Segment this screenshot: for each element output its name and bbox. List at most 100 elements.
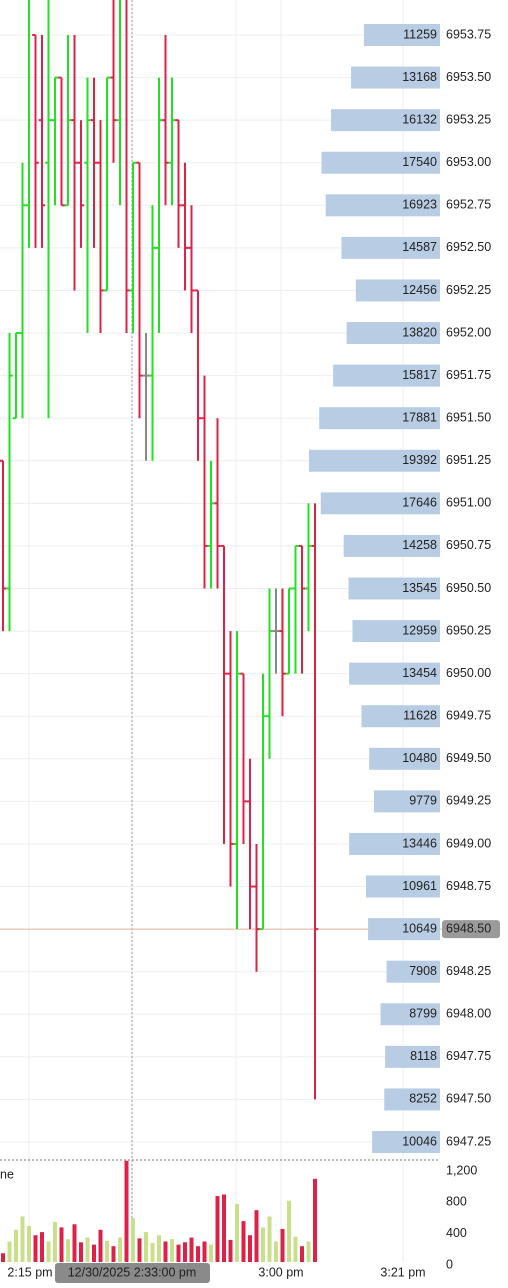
profile-bar: [380, 1003, 440, 1026]
price-tick-label: 6951.00: [446, 496, 491, 510]
price-tick-label: 6949.00: [446, 836, 491, 850]
price-tick-label: 6953.00: [446, 155, 491, 169]
price-tick-label: 6950.00: [446, 666, 491, 680]
volume-bar: [176, 1244, 181, 1265]
profile-bar: [325, 194, 440, 217]
profile-value: 8799: [409, 1007, 437, 1021]
volume-bar: [1, 1253, 5, 1265]
volume-bar: [85, 1237, 90, 1265]
profile-bar: [321, 151, 440, 174]
volume-bar: [7, 1241, 12, 1265]
profile-bar: [385, 1045, 440, 1068]
price-tick-label: 6948.00: [446, 1007, 491, 1021]
profile-bar: [368, 918, 440, 941]
profile-bar: [341, 236, 440, 259]
profile-value: 7908: [409, 964, 437, 978]
volume-pane-label: ne: [0, 1167, 14, 1181]
profile-bar: [352, 620, 440, 643]
price-tick-label: 6951.25: [446, 453, 491, 467]
profile-bar: [372, 1131, 440, 1153]
profile-bar: [365, 875, 440, 898]
profile-value: 14587: [402, 240, 437, 254]
volume-bar: [287, 1200, 291, 1265]
volume-bar: [183, 1242, 187, 1265]
volume-bar: [267, 1216, 272, 1265]
price-tick-label: 6951.75: [446, 368, 491, 382]
price-tick-label: 6953.25: [446, 112, 491, 126]
volume-bar: [72, 1224, 77, 1265]
volume-bar: [14, 1229, 18, 1265]
volume-bar: [131, 1218, 135, 1265]
volume-bar: [248, 1235, 252, 1265]
profile-value: 16923: [402, 198, 437, 212]
profile-bar: [348, 577, 440, 600]
price-tick-label: 6948.25: [446, 964, 491, 978]
price-tick-label: 6950.75: [446, 538, 491, 552]
volume-bar: [235, 1203, 239, 1265]
volume-bar: [280, 1228, 285, 1265]
volume-pane: [1, 1160, 317, 1265]
current-price-box: [442, 920, 500, 939]
volume-bar: [163, 1241, 168, 1265]
axis: 6953.75 6953.50 6953.25 6953.00 6952.75 6952.…: [0, 27, 500, 1288]
volume-bar: [150, 1243, 155, 1265]
price-tick-label: 6952.00: [446, 325, 491, 339]
volume-bar: [261, 1227, 265, 1265]
volume-bar: [137, 1238, 142, 1265]
profile-bar: [349, 662, 440, 685]
volume-bar: [111, 1246, 116, 1265]
price-tick-label: 6953.75: [446, 27, 491, 41]
volume-bar: [59, 1227, 64, 1265]
volume-bar: [118, 1237, 122, 1265]
profile-value: 17540: [402, 155, 437, 169]
profile-bar: [331, 109, 440, 132]
volume-bar: [241, 1221, 246, 1265]
volume-bar: [196, 1246, 200, 1265]
volume-bar: [79, 1242, 83, 1265]
time-tick-label: 3:21 pm: [380, 1265, 425, 1279]
profile-value: 10480: [402, 751, 437, 765]
price-tick-label: 6949.75: [446, 709, 491, 723]
volume-tick-label: 800: [446, 1195, 467, 1209]
profile-value: 11628: [403, 709, 437, 723]
volume-bar: [124, 1160, 129, 1265]
profile-bar: [386, 960, 440, 983]
time-tick-label: 2:15 pm: [7, 1265, 52, 1279]
profile-value: 11259: [403, 27, 437, 41]
volume-bar: [144, 1232, 148, 1265]
profile-value: 13545: [402, 581, 437, 595]
profile-bar: [319, 407, 440, 430]
price-tick-label: 6948.75: [446, 879, 491, 893]
profile-value: 14258: [402, 538, 437, 552]
crosshair-time-label: 12/30/2025 2:33:00 pm: [68, 1265, 197, 1279]
current-price-label: 6948.50: [446, 921, 491, 935]
volume-bar: [40, 1232, 44, 1265]
volume-bar: [27, 1225, 31, 1265]
profile-bar: [309, 449, 440, 472]
volume-tick-label: 1,200: [446, 1163, 477, 1177]
volume-bar: [157, 1235, 161, 1265]
volume-bar: [300, 1246, 304, 1265]
profile-bar: [361, 705, 440, 728]
profile-bar: [363, 24, 440, 46]
volume-bar: [189, 1237, 194, 1265]
profile-value: 10046: [402, 1134, 437, 1148]
price-tick-label: 6952.50: [446, 240, 491, 254]
volume-bar: [228, 1239, 233, 1265]
volume-bar: [53, 1221, 57, 1265]
profile-value: 8118: [410, 1049, 437, 1063]
price-tick-label: 6953.50: [446, 70, 491, 84]
profile-bar: [384, 1088, 440, 1111]
volume-bar: [306, 1241, 311, 1265]
volume-profile: 11259 13168 16132 17540 16923 14587 12456 13820…: [309, 24, 440, 1153]
volume-bar: [274, 1241, 278, 1265]
profile-bar: [333, 364, 440, 387]
volume-bar: [46, 1241, 51, 1265]
volume-bar: [222, 1194, 226, 1265]
volume-bar: [293, 1236, 298, 1265]
price-tick-label: 6947.25: [446, 1134, 491, 1148]
profile-value: 16132: [402, 112, 437, 126]
volume-bar: [215, 1196, 220, 1265]
price-tick-label: 6952.75: [446, 198, 491, 212]
